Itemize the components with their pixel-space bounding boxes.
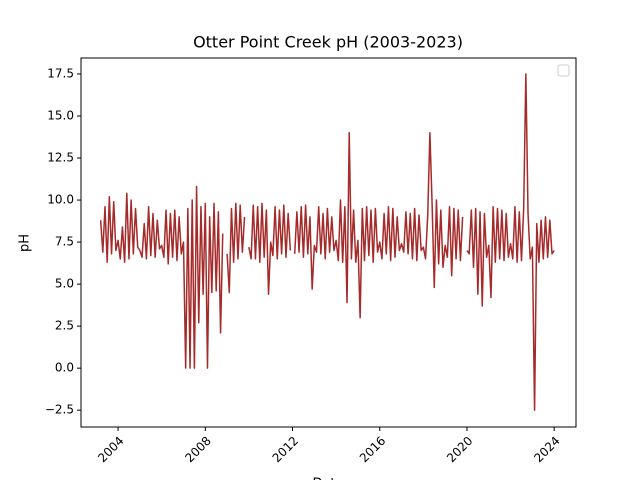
- data-line: [99, 73, 555, 411]
- x-tick-label: 2004: [95, 434, 126, 465]
- legend-box: [557, 64, 570, 77]
- y-tick-label: 10.0: [47, 193, 74, 207]
- plot-frame: [80, 57, 577, 428]
- x-tick-label: 2012: [270, 434, 301, 465]
- y-tick-label: 7.5: [55, 235, 74, 249]
- y-tick-label: 12.5: [47, 151, 74, 165]
- chart-title: Otter Point Creek pH (2003-2023): [193, 33, 463, 52]
- x-tick-label: 2008: [182, 434, 213, 465]
- y-tick-label: 5.0: [55, 277, 74, 291]
- y-tick-label: 15.0: [47, 108, 74, 122]
- y-tick-label: −2.5: [45, 403, 74, 417]
- x-axis-label: Date: [312, 477, 343, 480]
- y-axis-label: pH: [18, 234, 33, 252]
- y-tick-label: 2.5: [55, 319, 74, 333]
- y-tick-label: 17.5: [47, 66, 74, 80]
- x-tick-label: 2024: [531, 434, 562, 465]
- x-tick-label: 2016: [357, 434, 388, 465]
- y-tick-label: 0.0: [55, 361, 74, 375]
- x-tick-label: 2020: [444, 434, 475, 465]
